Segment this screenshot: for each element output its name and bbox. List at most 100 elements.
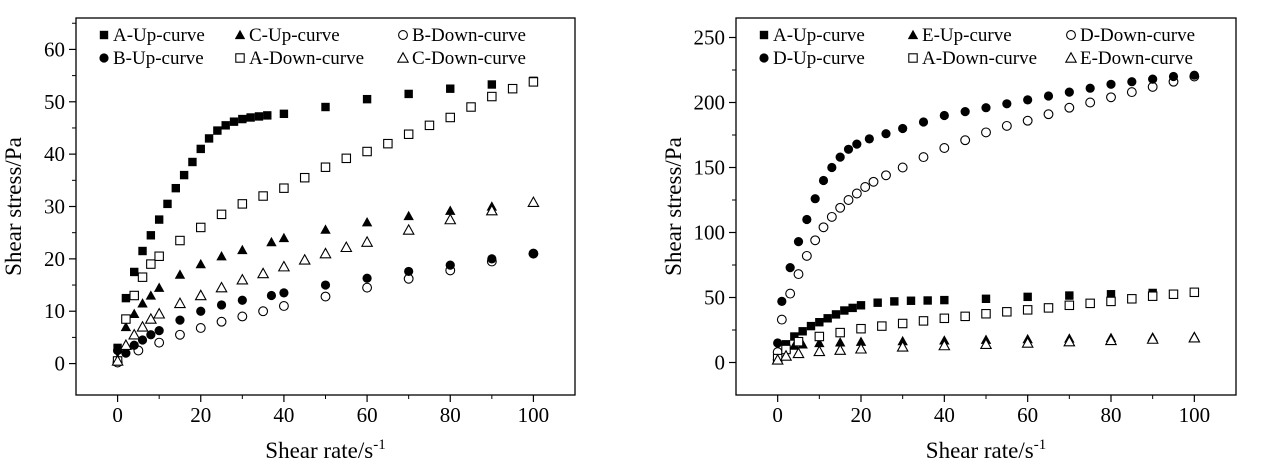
data-point — [864, 134, 874, 144]
data-point — [826, 211, 837, 222]
data-point — [320, 280, 331, 290]
legend-marker — [99, 30, 109, 40]
data-point — [981, 127, 991, 138]
series-a-down-curve — [112, 77, 539, 366]
data-point — [785, 263, 795, 273]
data-point — [341, 153, 352, 164]
y-tick-label: 0 — [55, 352, 66, 376]
data-point — [940, 295, 949, 305]
data-point — [136, 320, 149, 332]
data-point — [485, 204, 498, 216]
data-point — [279, 109, 289, 119]
data-point — [236, 273, 249, 285]
data-point — [843, 144, 854, 154]
chart-panel-right: 0 20 40 60 80 100 0 50 100 150 200 250 Shear rate/s-… — [661, 17, 1237, 463]
legend-label: E-Up-curve — [922, 25, 1012, 46]
data-point — [404, 89, 413, 99]
data-point — [890, 297, 899, 306]
legend-label: C-Down-curve — [412, 48, 526, 69]
data-point — [939, 313, 950, 324]
data-point — [960, 107, 970, 117]
x-tick-label: 40 — [934, 403, 955, 427]
data-point — [877, 321, 887, 331]
data-point — [112, 345, 123, 356]
data-point — [773, 338, 783, 348]
y-axis-title: Shear stress/Pa — [1, 137, 26, 276]
data-point — [801, 250, 812, 261]
legend-label: A-Up-curve — [113, 25, 205, 46]
data-point — [221, 121, 230, 130]
data-point — [1022, 305, 1033, 315]
data-point — [216, 300, 227, 310]
y-axis-title: Shear stress/Pa — [661, 137, 686, 276]
data-point — [938, 339, 951, 351]
data-point — [881, 129, 891, 139]
legend-label: D-Up-curve — [773, 48, 865, 69]
data-point — [1127, 294, 1137, 304]
data-point — [278, 301, 289, 311]
data-point — [831, 310, 841, 319]
data-point — [1064, 102, 1075, 113]
data-point — [923, 296, 932, 305]
data-point — [981, 308, 991, 319]
data-point — [153, 307, 166, 319]
data-point — [204, 134, 214, 143]
data-point — [444, 213, 457, 225]
legend-marker — [99, 53, 109, 63]
data-point — [196, 222, 206, 233]
data-point — [229, 117, 239, 126]
data-point — [1085, 298, 1095, 309]
y-tick-label: 10 — [44, 299, 65, 323]
data-point — [144, 312, 157, 324]
data-point — [320, 291, 331, 302]
y-tick-label: 50 — [704, 286, 725, 310]
data-point — [1021, 336, 1034, 348]
series-d-up-curve — [773, 70, 1199, 348]
data-point — [266, 236, 277, 247]
data-point — [1001, 120, 1012, 131]
data-point — [173, 297, 187, 309]
x-tick-label: 40 — [273, 403, 294, 427]
data-point — [194, 289, 207, 301]
data-point — [154, 337, 165, 348]
data-point — [1023, 292, 1032, 302]
data-point — [321, 102, 330, 112]
data-point — [163, 199, 172, 209]
data-point — [237, 244, 248, 255]
legend-marker — [907, 29, 919, 40]
legend-marker — [235, 53, 245, 63]
data-point — [258, 306, 269, 317]
data-point — [1043, 91, 1054, 101]
data-point — [1085, 83, 1095, 93]
data-point — [840, 306, 849, 315]
data-point — [898, 123, 908, 134]
data-point — [843, 195, 854, 205]
data-point — [445, 205, 456, 215]
data-point — [881, 170, 891, 181]
data-point — [256, 267, 270, 279]
data-point — [319, 247, 332, 259]
data-point — [121, 293, 131, 303]
legend-label: D-Down-curve — [1080, 25, 1195, 46]
data-point — [906, 296, 916, 305]
data-point — [848, 303, 857, 313]
data-point — [528, 77, 539, 87]
data-point — [856, 323, 866, 334]
data-point — [793, 336, 804, 347]
data-point — [237, 295, 247, 305]
x-tick-label: 60 — [1017, 403, 1038, 427]
data-point — [196, 144, 205, 154]
data-point — [897, 162, 908, 173]
legend-label: B-Down-curve — [412, 25, 526, 46]
data-point — [216, 251, 227, 261]
data-point — [1064, 300, 1075, 311]
x-tick-label: 100 — [518, 403, 550, 427]
data-point — [175, 315, 185, 325]
data-point — [299, 172, 310, 183]
data-point — [246, 113, 255, 122]
series-e-down-curve — [771, 331, 1201, 365]
data-point — [171, 183, 180, 193]
data-point — [851, 188, 862, 199]
data-point — [266, 290, 277, 301]
